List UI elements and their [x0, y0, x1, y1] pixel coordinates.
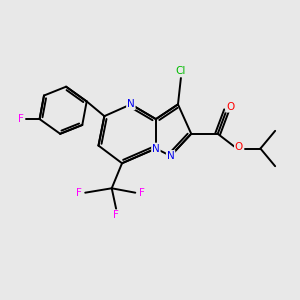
- Text: Cl: Cl: [176, 66, 186, 76]
- Text: N: N: [127, 99, 135, 110]
- Text: O: O: [226, 102, 234, 112]
- Text: F: F: [17, 114, 23, 124]
- Text: F: F: [76, 188, 82, 198]
- Text: N: N: [167, 151, 175, 161]
- Text: F: F: [139, 188, 145, 198]
- Text: F: F: [113, 210, 119, 220]
- Text: N: N: [152, 143, 160, 154]
- Text: O: O: [235, 142, 243, 152]
